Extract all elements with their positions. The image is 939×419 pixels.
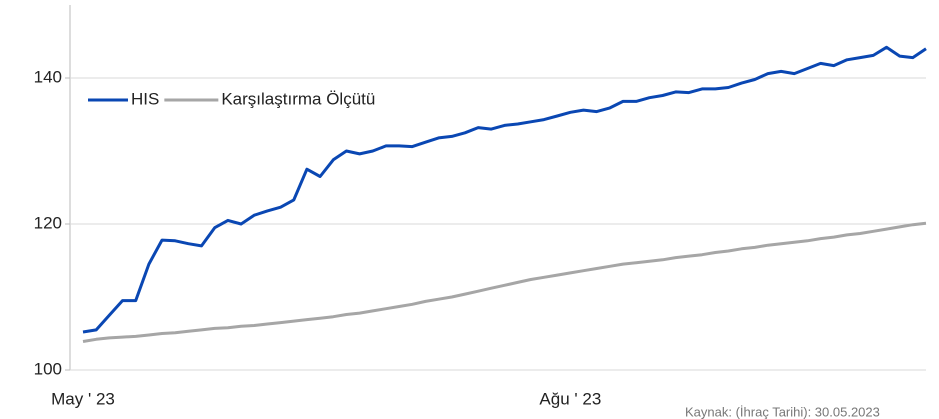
x-tick-label: Ağu ' 23 <box>539 389 601 408</box>
series-line <box>82 221 927 343</box>
series-line <box>82 45 927 334</box>
y-tick-label: 100 <box>34 359 62 378</box>
x-tick-label: May ' 23 <box>51 389 115 408</box>
source-note: Kaynak: (İhraç Tarihi): 30.05.2023 <box>685 404 880 419</box>
legend-label: Karşılaştırma Ölçütü <box>221 89 375 108</box>
legend-label: HIS <box>131 89 159 108</box>
y-tick-label: 120 <box>34 213 62 232</box>
y-tick-label: 140 <box>34 67 62 86</box>
